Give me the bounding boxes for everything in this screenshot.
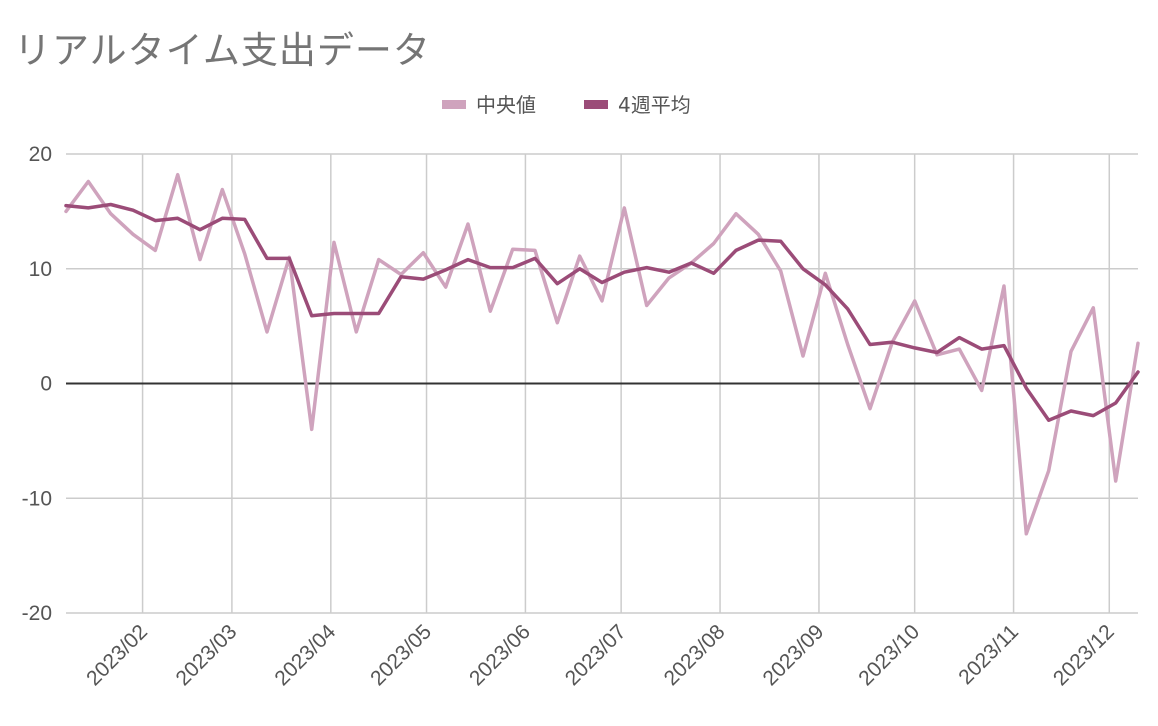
x-tick-label: 2023/02 [82, 620, 152, 690]
series-line-1 [64, 172, 1140, 536]
x-tick-label: 2023/11 [954, 620, 1023, 689]
x-tick-label: 2023/12 [1049, 620, 1119, 690]
series-line-2 [64, 202, 1140, 422]
x-tick-label: 2023/04 [270, 620, 340, 690]
y-tick-label: 20 [29, 143, 52, 166]
legend-label: 中央値 [476, 93, 536, 117]
legend-label: 4週平均 [618, 93, 691, 117]
x-tick-label: 2023/08 [660, 620, 730, 690]
x-tick-label: 2023/03 [171, 620, 241, 690]
series-lines [64, 172, 1140, 536]
y-tick-label: 0 [40, 373, 52, 396]
x-tick-label: 2023/07 [561, 620, 631, 690]
y-tick-label: -20 [22, 602, 52, 625]
x-axis-tick-labels: 2023/02 2023/03 2023/04 2023/05 2023/06 2023/… [82, 620, 1119, 690]
y-tick-label: 10 [29, 258, 52, 281]
x-tick-label: 2023/05 [366, 620, 436, 690]
legend-swatch [442, 100, 466, 109]
x-tick-label: 2023/09 [759, 620, 829, 690]
x-tick-label: 2023/10 [854, 620, 924, 690]
y-tick-label: -10 [22, 487, 52, 510]
x-tick-label: 2023/06 [465, 620, 535, 690]
horizontal-gridlines [66, 153, 1138, 614]
y-axis-tick-labels: 20 10 0 -10 -20 [22, 143, 52, 625]
legend: 中央値 4週平均 [442, 93, 691, 117]
legend-swatch [584, 100, 608, 109]
chart-title: リアルタイム支出データ [14, 29, 431, 72]
